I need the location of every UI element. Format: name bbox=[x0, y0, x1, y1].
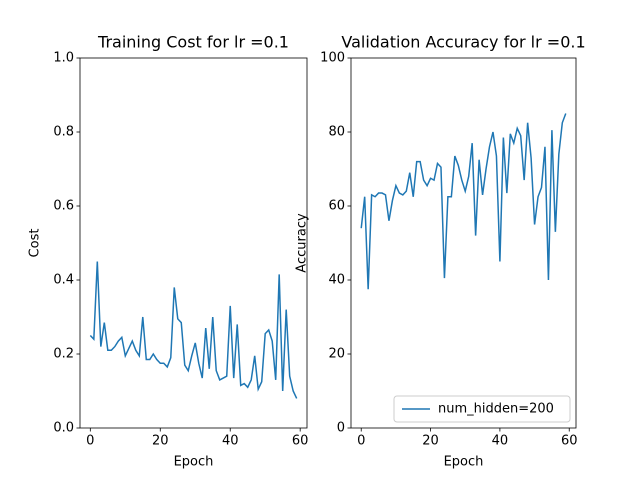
legend-box bbox=[393, 395, 571, 423]
y-tick-label: 0.2 bbox=[53, 347, 74, 362]
x-tick-label: 60 bbox=[561, 434, 578, 449]
x-tick-label: 20 bbox=[422, 434, 439, 449]
legend-label: num_hidden=200 bbox=[438, 402, 554, 417]
x-tick-label: 0 bbox=[357, 434, 365, 449]
y-tick-label: 60 bbox=[328, 199, 345, 214]
y-axis-label: Accuracy bbox=[295, 213, 310, 273]
y-tick-label: 1.0 bbox=[53, 51, 74, 66]
x-axis-label: Epoch bbox=[174, 455, 214, 470]
x-tick-label: 20 bbox=[152, 434, 169, 449]
y-tick-label: 0.4 bbox=[53, 273, 74, 288]
chart-title: Training Cost for lr =0.1 bbox=[97, 33, 289, 52]
y-tick-label: 0.8 bbox=[53, 125, 74, 140]
y-tick-label: 100 bbox=[320, 51, 345, 66]
axes-frame bbox=[79, 57, 308, 429]
y-tick-label: 80 bbox=[328, 125, 345, 140]
x-tick-label: 60 bbox=[292, 434, 309, 449]
x-tick-label: 40 bbox=[492, 434, 509, 449]
y-tick-label: 20 bbox=[328, 347, 345, 362]
y-tick-label: 40 bbox=[328, 273, 345, 288]
line bbox=[89, 261, 298, 399]
y-tick-label: 0.0 bbox=[53, 421, 74, 436]
x-tick-label: 40 bbox=[222, 434, 239, 449]
line bbox=[360, 113, 567, 290]
chart-title: Validation Accuracy for lr =0.1 bbox=[341, 33, 585, 52]
x-axis-label: Epoch bbox=[444, 455, 484, 470]
x-tick-label: 0 bbox=[86, 434, 94, 449]
y-tick-label: 0.6 bbox=[53, 199, 74, 214]
axes-frame bbox=[350, 57, 577, 429]
y-tick-label: 0 bbox=[337, 421, 345, 436]
y-axis-label: Cost bbox=[28, 229, 43, 258]
